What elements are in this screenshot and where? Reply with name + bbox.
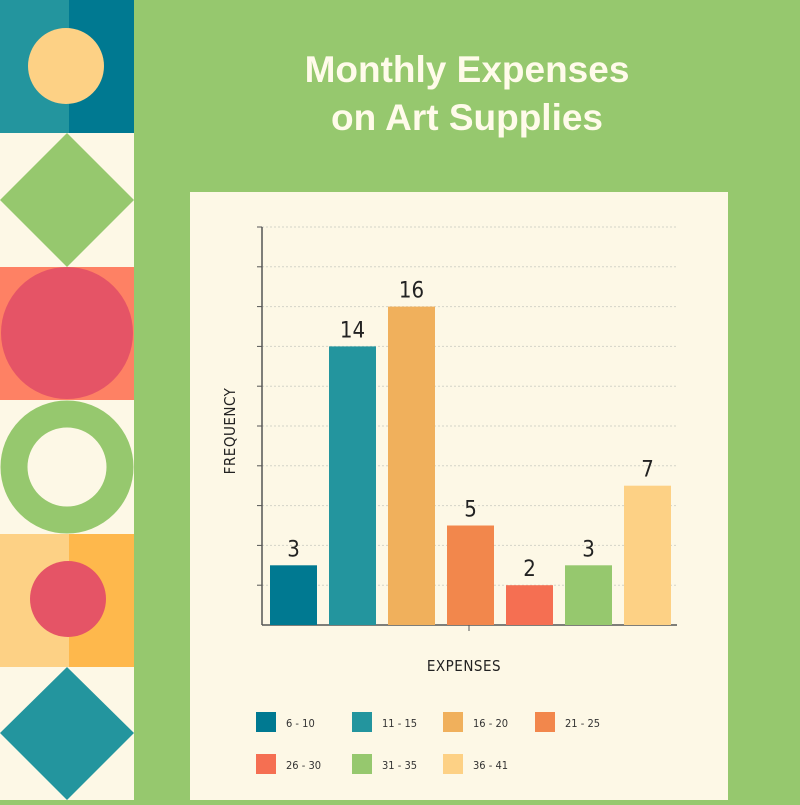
green-ring <box>0 400 134 534</box>
bar-value-label: 2 <box>523 557 536 582</box>
legend-swatch <box>443 754 463 774</box>
decorative-shapes-strip <box>0 0 134 800</box>
bar-36-41 <box>624 485 671 625</box>
bar-26-30 <box>506 585 553 625</box>
legend-label: 16 - 20 <box>473 717 508 730</box>
bar-value-label: 16 <box>399 279 424 304</box>
y-axis-label: FREQUENCY <box>221 387 239 474</box>
legend-swatch <box>443 712 463 732</box>
legend-swatch <box>352 712 372 732</box>
bar-6-10 <box>270 565 317 625</box>
legend-label: 6 - 10 <box>286 717 315 730</box>
legend-label: 26 - 30 <box>286 759 321 772</box>
bar-value-label: 5 <box>464 498 477 523</box>
bar-16-20 <box>388 306 435 625</box>
bar-31-35 <box>565 565 612 625</box>
bar-11-15 <box>329 346 376 625</box>
yellow-circle <box>28 28 104 104</box>
legend-swatch <box>256 754 276 774</box>
bar-21-25 <box>447 525 494 625</box>
legend-label: 36 - 41 <box>473 759 508 772</box>
teal-diamond <box>0 667 134 800</box>
x-axis-label: EXPENSES <box>427 657 501 675</box>
legend-swatch <box>256 712 276 732</box>
small-red-circle <box>30 561 106 637</box>
bar-value-label: 3 <box>287 537 300 562</box>
decorative-shapes <box>0 0 134 800</box>
legend-label: 11 - 15 <box>382 717 417 730</box>
chart-title: Monthly Expenses on Art Supplies <box>134 46 800 142</box>
bar-value-label: 7 <box>641 458 654 483</box>
bar-chart: 3 14 16 5 2 3 7 FREQUENCY EXPENSES 6 - 10 11 - 15 1… <box>221 226 677 774</box>
legend-swatch <box>352 754 372 774</box>
legend-label: 31 - 35 <box>382 759 417 772</box>
legend-label: 21 - 25 <box>565 717 600 730</box>
chart-panel: 3 14 16 5 2 3 7 FREQUENCY EXPENSES 6 - 10 11 - 15 1… <box>190 192 728 800</box>
title-line-2: on Art Supplies <box>330 97 604 138</box>
green-diamond <box>0 133 134 267</box>
title-line-1: Monthly Expenses <box>304 49 630 90</box>
bar-value-label: 14 <box>340 318 365 343</box>
legend-swatch <box>535 712 555 732</box>
red-circle <box>1 267 133 399</box>
bar-value-label: 3 <box>582 537 595 562</box>
